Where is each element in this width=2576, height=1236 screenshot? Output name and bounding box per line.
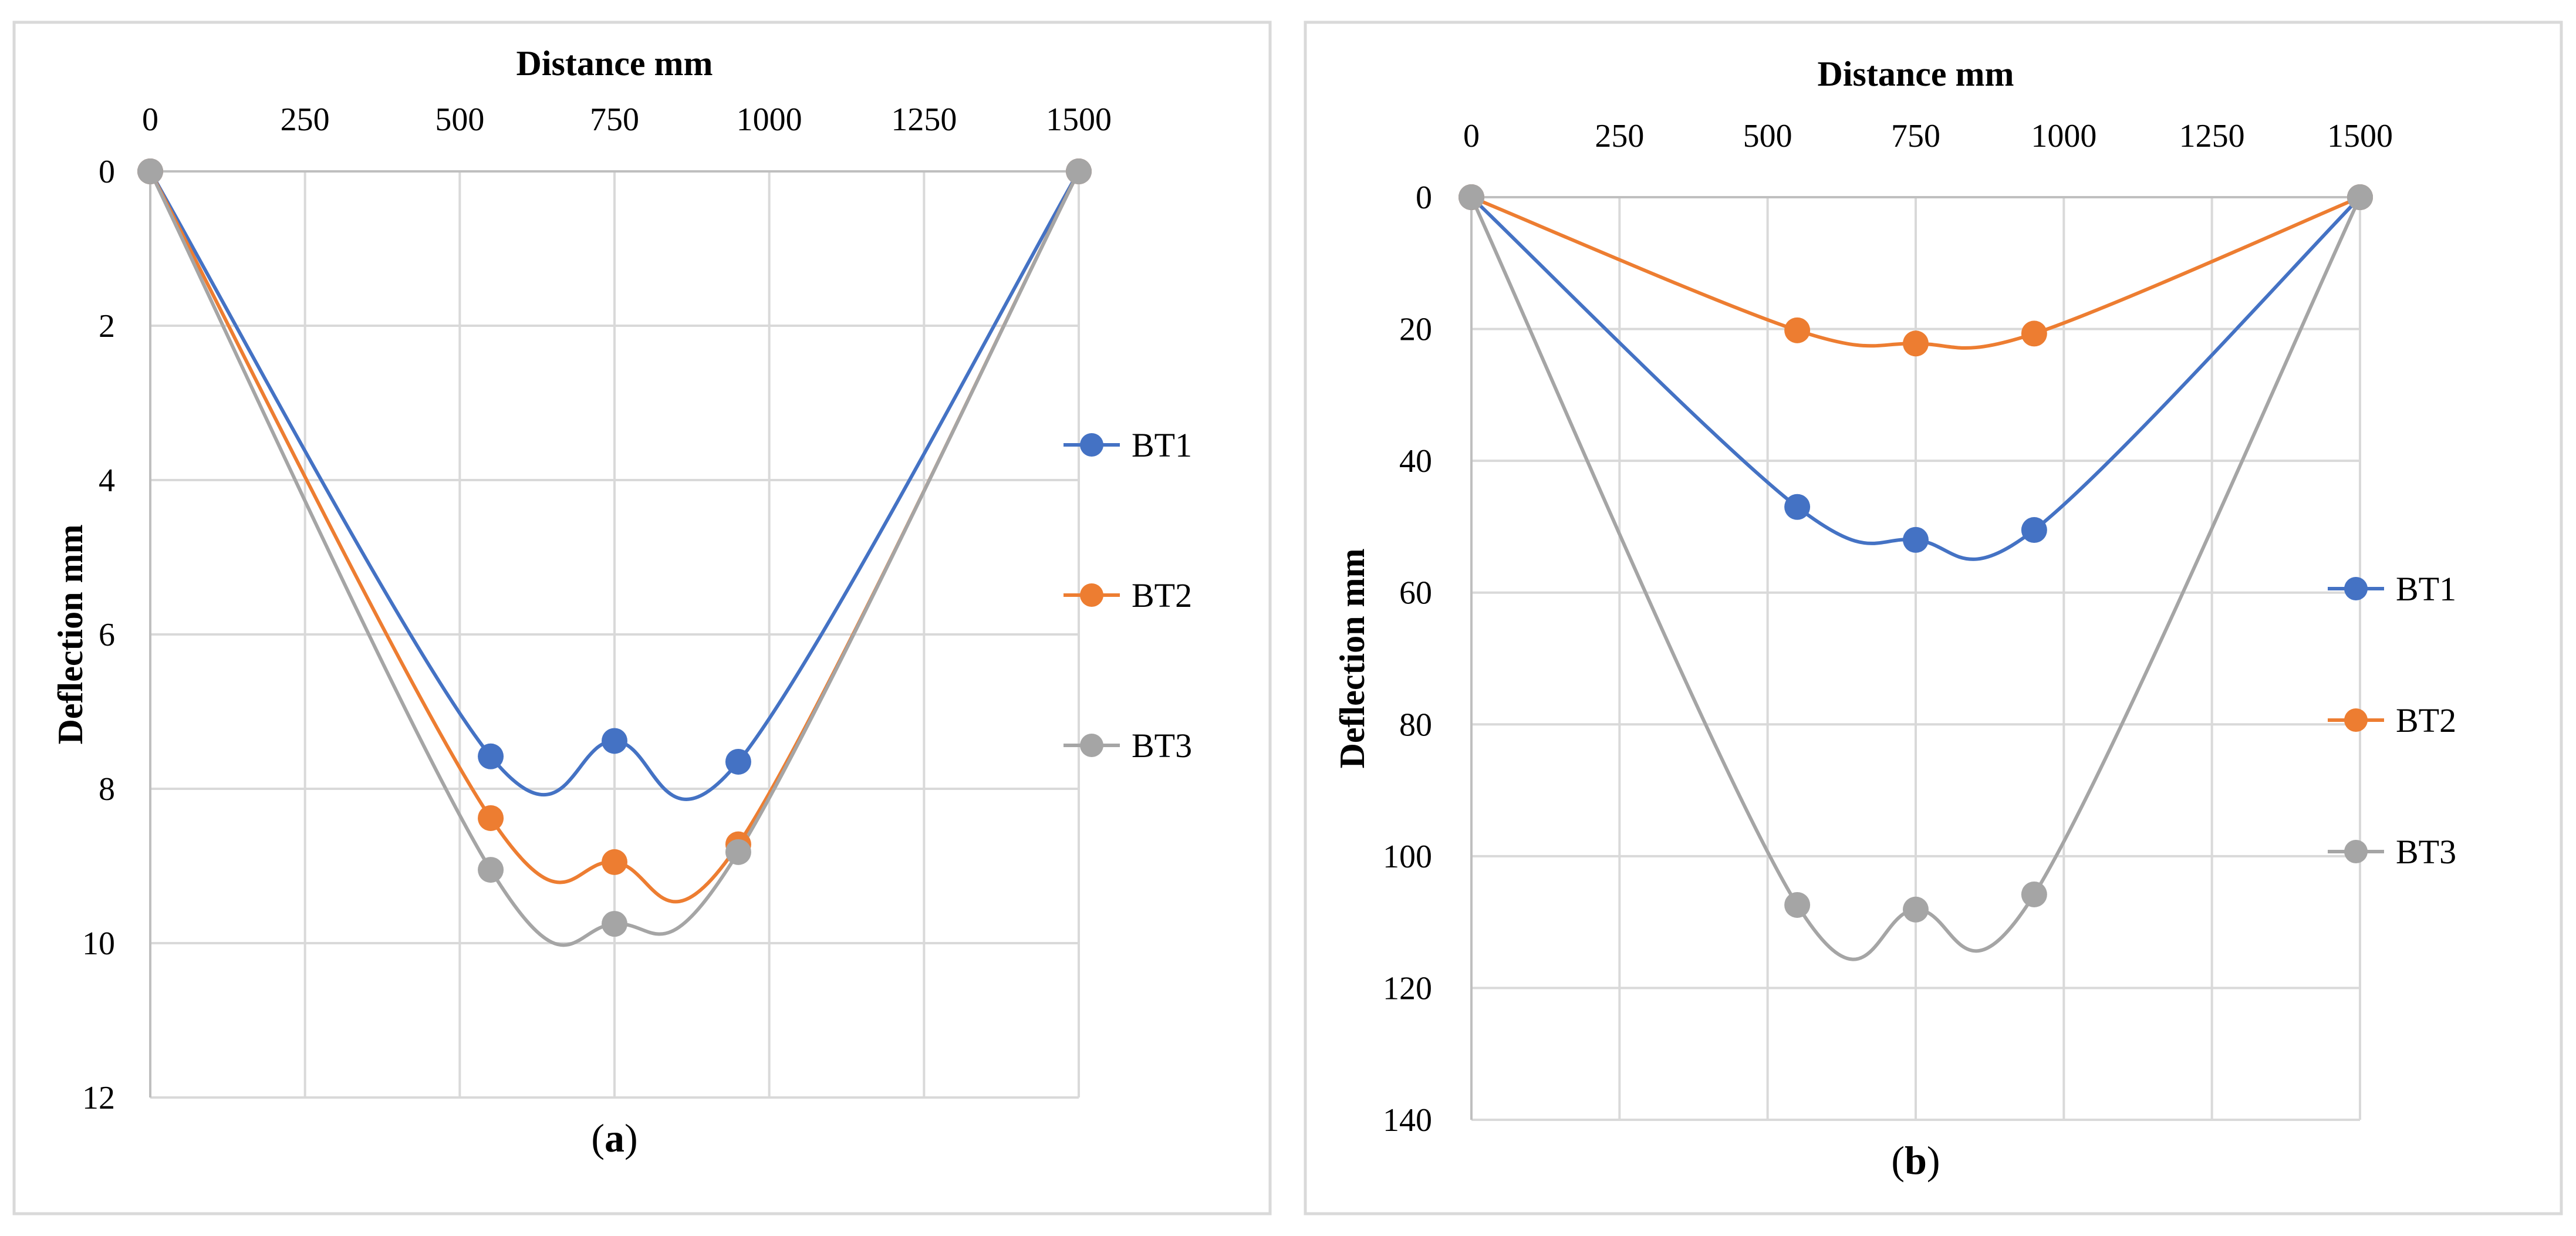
data-point-bt3: [602, 911, 627, 937]
y-tick-label: 6: [99, 617, 115, 653]
y-tick-label: 0: [99, 154, 115, 190]
x-tick-label: 250: [281, 102, 330, 138]
x-tick-label: 0: [142, 102, 158, 138]
y-tick-label: 20: [1399, 312, 1432, 348]
legend-label-bt2: BT2: [2396, 701, 2456, 739]
data-point-bt1: [602, 728, 627, 754]
legend-label-bt1: BT1: [1132, 426, 1192, 464]
legend-label-bt1: BT1: [2396, 570, 2456, 608]
data-point-bt1: [725, 748, 751, 775]
data-point-bt1: [2021, 517, 2047, 543]
panel-label: (a): [591, 1116, 637, 1160]
y-tick-label: 4: [99, 462, 115, 499]
data-point-bt1: [478, 743, 504, 769]
data-point-bt3: [137, 158, 163, 184]
chart-b-svg: 0 250 500 750 1000 1250 1500 0 20 40 60 80 100 120 140…: [1304, 21, 2563, 1215]
data-point-bt2: [478, 805, 504, 831]
x-tick-label: 750: [590, 102, 639, 138]
y-tick-label: 2: [99, 308, 115, 345]
data-point-bt3: [2347, 184, 2373, 210]
x-tick-label: 1000: [2031, 118, 2096, 154]
y-tick-label: 120: [1383, 970, 1432, 1007]
chart-frame: [12, 21, 1272, 1215]
data-point-bt2: [1784, 317, 1811, 343]
data-point-bt3: [725, 839, 751, 865]
data-point-bt2: [1903, 330, 1929, 357]
legend-label-bt3: BT3: [1132, 727, 1192, 765]
chart-a-svg: 0 250 500 750 1000 1250 1500 0 2 4 6 8 10 12 Distance …: [12, 21, 1272, 1215]
y-tick-label: 0: [1416, 180, 1432, 216]
y-tick-label: 12: [82, 1080, 115, 1116]
chart-panel-b: 0 250 500 750 1000 1250 1500 0 20 40 60 80 100 120 140…: [1288, 0, 2576, 1236]
y-tick-label: 10: [82, 926, 115, 962]
data-point-bt1: [1903, 526, 1929, 553]
legend-swatch-marker: [2344, 708, 2368, 732]
legend-label-bt2: BT2: [1132, 576, 1192, 614]
x-tick-label: 1500: [1046, 102, 1112, 138]
x-tick-label: 500: [1743, 118, 1792, 154]
data-point-bt1: [1784, 494, 1811, 520]
chart-frame: [1304, 21, 2563, 1215]
data-point-bt3: [1903, 896, 1929, 923]
legend-swatch-marker: [1080, 583, 1103, 607]
data-point-bt3: [478, 857, 504, 883]
x-tick-label: 1500: [2327, 118, 2393, 154]
x-tick-label: 1250: [891, 102, 957, 138]
panel-label: (b): [1891, 1138, 1940, 1183]
y-tick-label: 40: [1399, 443, 1432, 479]
data-point-bt2: [2021, 320, 2047, 347]
data-point-bt3: [1459, 184, 1484, 210]
y-tick-label: 80: [1399, 707, 1432, 743]
data-point-bt3: [2021, 881, 2047, 907]
legend-label-bt3: BT3: [2396, 833, 2456, 871]
legend-swatch-marker: [2344, 840, 2368, 863]
x-tick-label: 1000: [737, 102, 802, 138]
legend-swatch-marker: [1080, 433, 1103, 457]
x-tick-label: 750: [1891, 118, 1940, 154]
legend-swatch-marker: [1080, 734, 1103, 757]
legend-swatch-marker: [2344, 577, 2368, 600]
y-tick-label: 140: [1383, 1102, 1432, 1139]
x-tick-label: 250: [1595, 118, 1644, 154]
y-axis-title: Deflection mm: [1333, 549, 1372, 769]
y-tick-label: 100: [1383, 839, 1432, 875]
x-tick-label: 1250: [2179, 118, 2245, 154]
x-tick-label: 0: [1463, 118, 1480, 154]
x-tick-label: 500: [435, 102, 484, 138]
data-point-bt3: [1784, 891, 1811, 918]
x-axis-title: Distance mm: [1818, 55, 2014, 93]
y-tick-label: 8: [99, 771, 115, 808]
data-point-bt3: [1066, 158, 1092, 184]
data-point-bt2: [602, 849, 627, 875]
x-axis-title: Distance mm: [516, 44, 713, 83]
y-tick-label: 60: [1399, 575, 1432, 612]
y-axis-title: Deflection mm: [51, 525, 90, 745]
chart-panel-a: 0 250 500 750 1000 1250 1500 0 2 4 6 8 10 12 Distance …: [12, 21, 1272, 1215]
